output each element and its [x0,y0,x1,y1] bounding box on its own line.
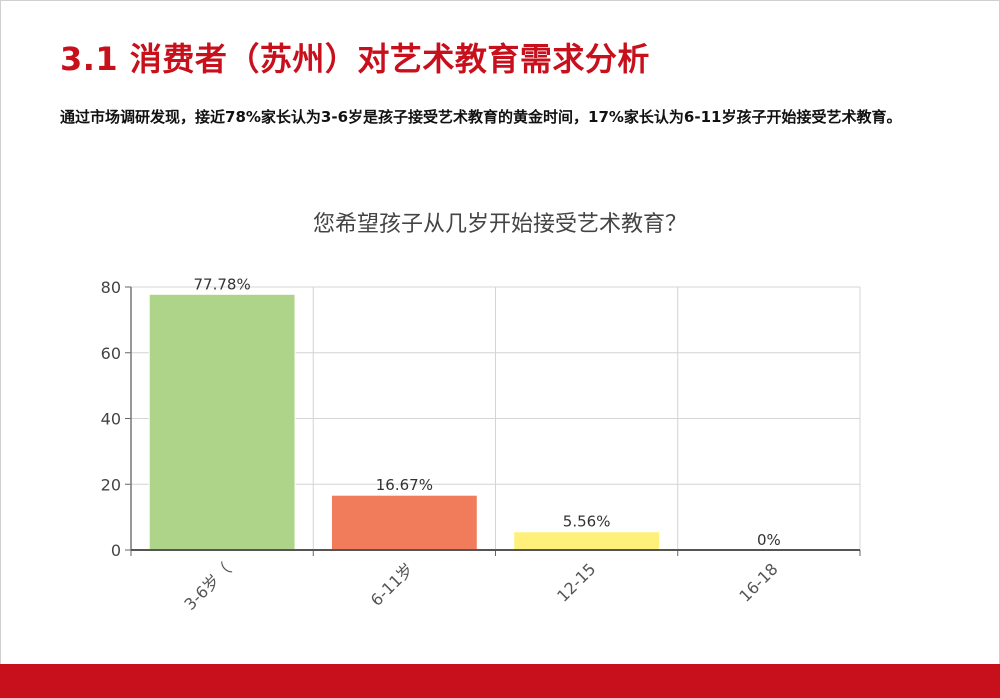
x-category-label: 16-18 [735,559,781,605]
y-tick-label: 60 [101,344,121,363]
x-category-label: 12-15 [553,559,599,605]
data-label: 5.56% [563,513,611,531]
bar-layer [148,293,661,551]
chart-title: 您希望孩子从几岁开始接受艺术教育？ [312,212,687,237]
slide-title: 3.1 消费者（苏州）对艺术教育需求分析 [60,40,650,78]
bar [148,293,296,551]
y-tick-label: 0 [111,541,121,560]
bar [330,494,478,551]
footer-accent-bar [0,664,1000,698]
data-label: 77.78% [194,275,251,293]
y-tick-label: 40 [101,410,121,429]
x-category-label: 3-6岁（ [180,559,235,614]
bar [513,531,661,551]
x-category-label: 6-11岁 [367,559,417,609]
y-tick-label: 80 [101,278,121,297]
data-label: 0% [757,531,781,549]
y-tick-label: 20 [101,475,121,494]
axis-layer [125,286,861,556]
slide-body-text: 通过市场调研发现，接近78%家长认为3-6岁是孩子接受艺术教育的黄金时间，17%… [60,108,902,126]
data-label: 16.67% [376,476,433,494]
